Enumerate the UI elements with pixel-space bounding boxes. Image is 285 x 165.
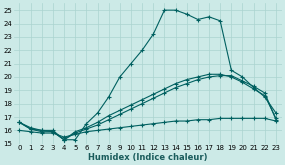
X-axis label: Humidex (Indice chaleur): Humidex (Indice chaleur) [88,152,207,162]
